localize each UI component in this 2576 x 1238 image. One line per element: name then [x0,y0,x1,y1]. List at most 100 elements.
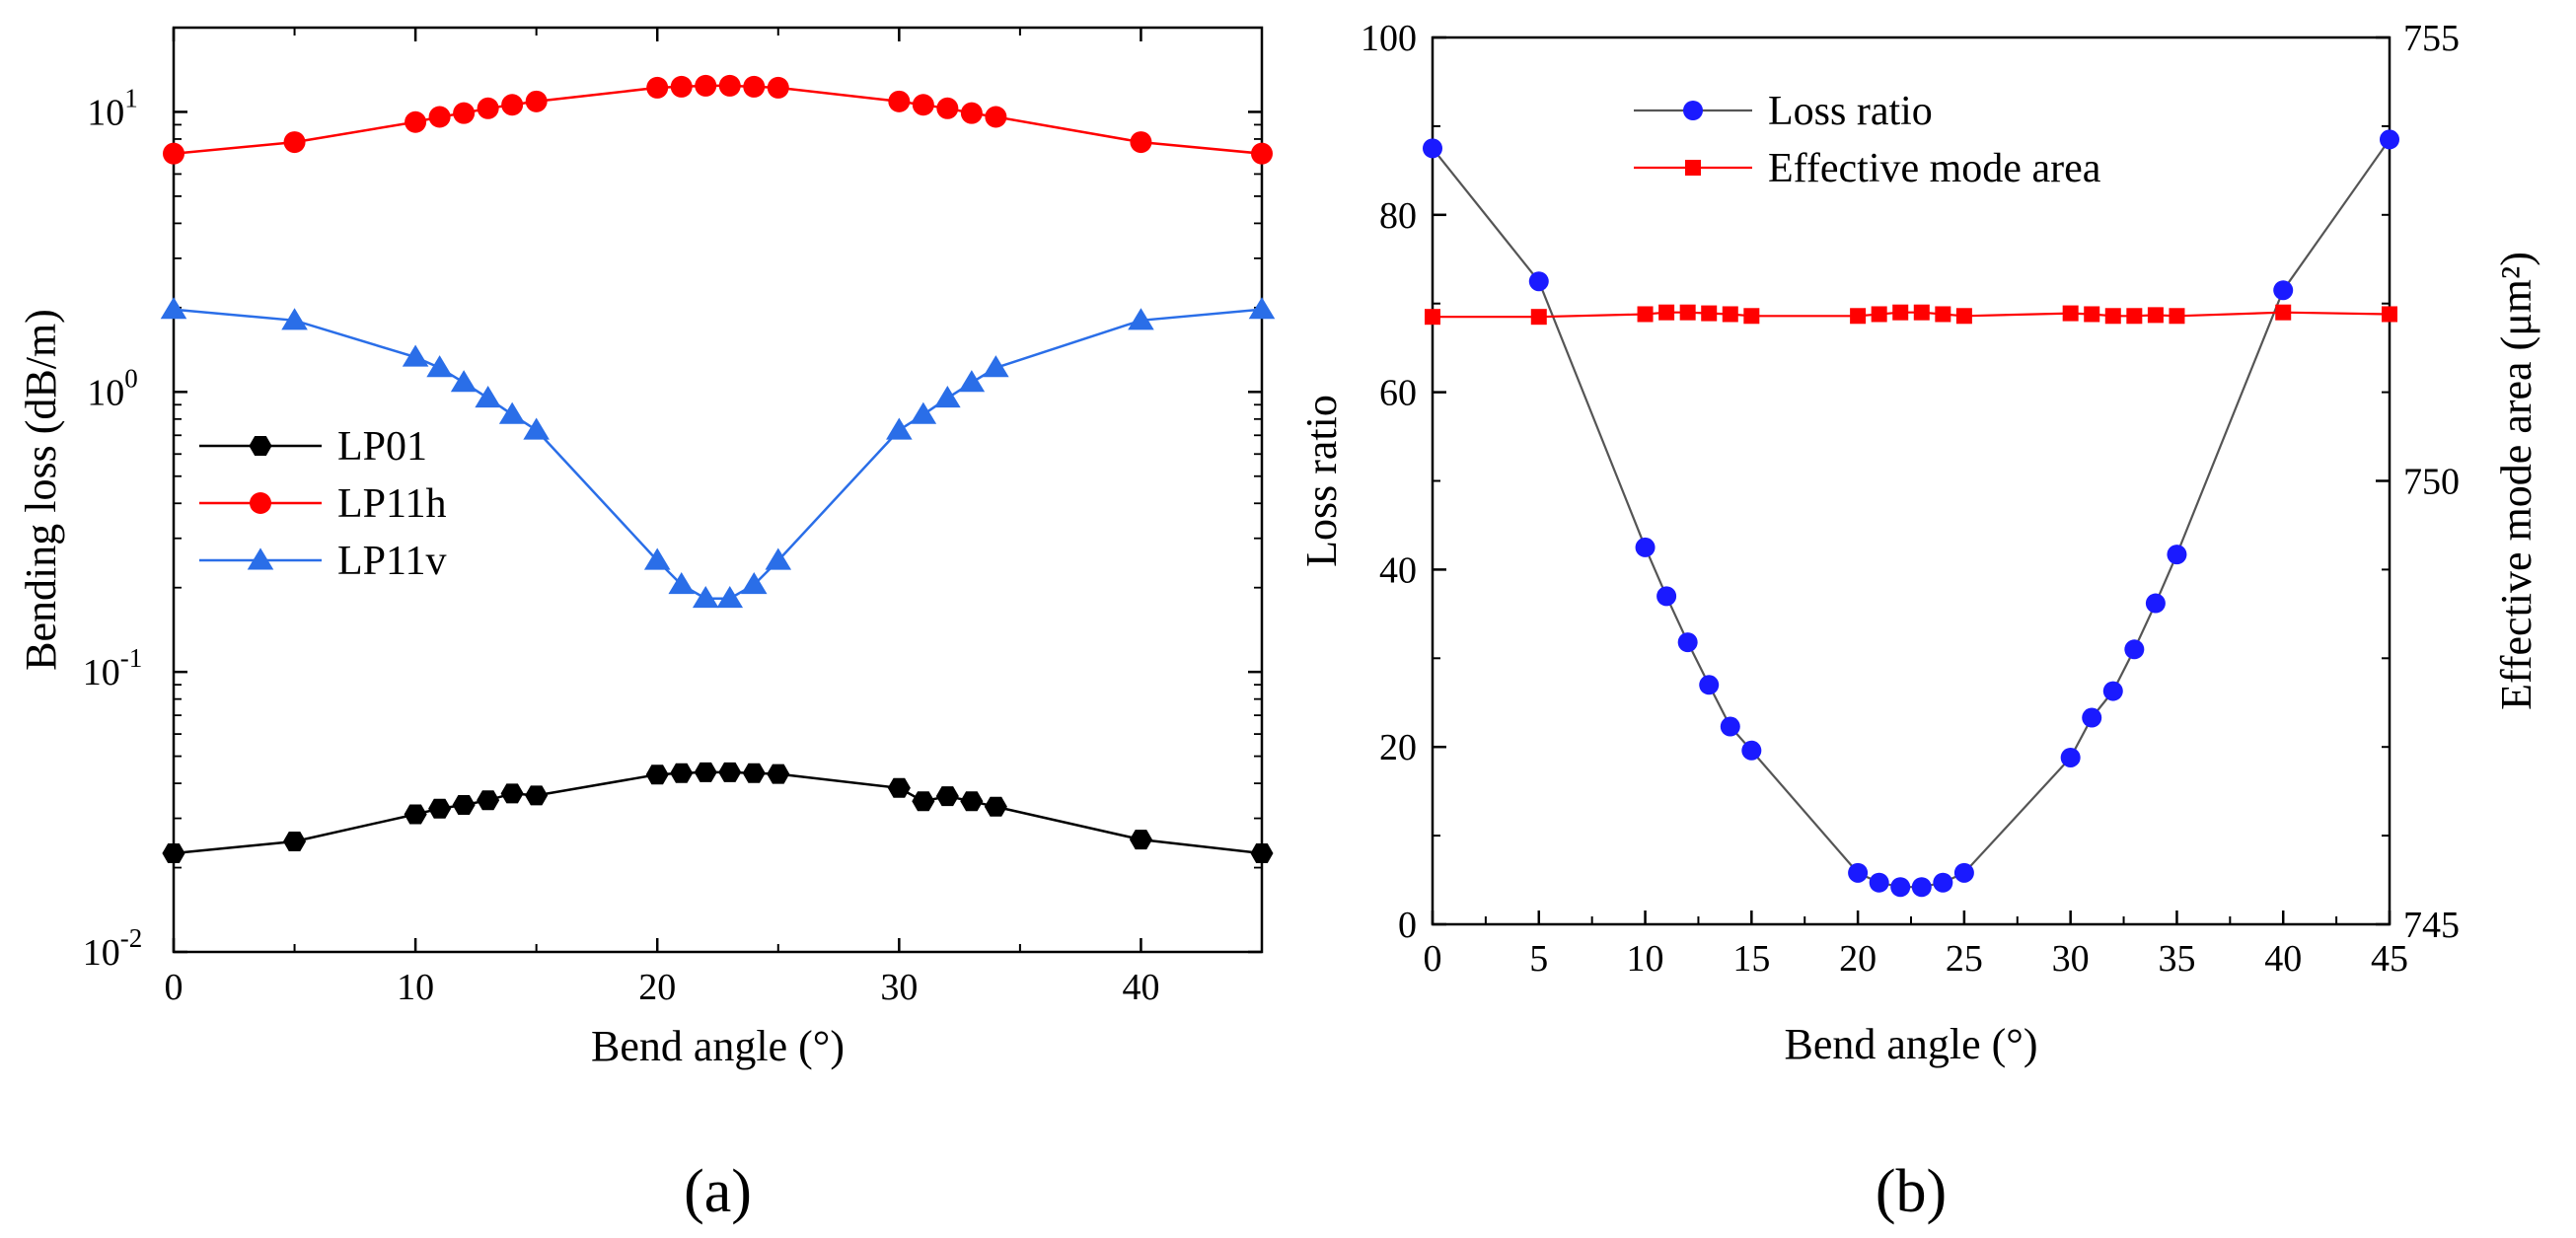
y-tick-label-b: 20 [1379,727,1417,768]
data-point-effective-mode-area [1871,306,1887,323]
y-tick-label-exponent: -2 [120,923,143,953]
y-tick-label-b: 80 [1379,195,1417,237]
data-point-lp11h [718,74,741,97]
data-point-loss-ratio [1953,862,1974,883]
x-tick-label-b: 5 [1529,938,1548,980]
data-point-lp11h [405,110,427,133]
data-point-lp11v [910,401,937,424]
data-point-lp11v [402,344,429,367]
data-point-lp11v [450,370,478,393]
data-point-lp11h [743,75,766,98]
data-point-lp11v [1128,308,1154,330]
data-point-lp11h [936,97,959,119]
legend-marker-lp11h [250,492,271,514]
data-point-loss-ratio [1656,586,1677,607]
data-point-effective-mode-area [1530,309,1547,326]
data-point-lp11h [428,106,451,128]
data-point-lp11h [283,131,306,154]
y-tick-label-a: 10-1 [83,643,143,693]
x-tick-label-b: 0 [1424,938,1442,980]
data-point-loss-ratio [1528,271,1549,292]
data-point-loss-ratio [2102,681,2123,701]
data-point-lp11h [1130,131,1152,154]
data-point-lp11h [525,90,548,112]
data-point-loss-ratio [2145,593,2166,614]
data-point-lp11v [160,297,187,320]
data-point-effective-mode-area [2169,308,2185,325]
y-tick-label-base: 10 [83,652,120,693]
data-point-loss-ratio [1848,862,1869,883]
data-point-lp01 [162,843,185,863]
x-tick-label-a: 20 [638,967,676,1008]
data-point-lp01 [912,791,935,812]
data-point-lp11h [670,75,693,98]
data-point-loss-ratio [1911,877,1932,898]
data-point-lp01 [694,762,717,782]
panel-label-b: (b) [1876,1158,1947,1225]
data-point-effective-mode-area [1637,306,1654,323]
data-point-lp01 [500,783,524,804]
data-point-lp01 [525,785,549,806]
data-point-lp11v [983,355,1009,378]
data-point-lp01 [718,762,742,782]
legend-label-lp11v: LP11v [337,539,446,584]
plot-frame-a [172,26,1264,954]
data-point-lp11v [958,370,986,393]
x-tick-label-b: 35 [2158,938,2195,980]
data-point-loss-ratio [1720,716,1740,737]
data-point-lp11v [740,572,768,595]
x-tick-label-a: 30 [880,967,918,1008]
y-tick-label-exponent: -1 [120,643,143,673]
data-point-lp11v [475,385,501,408]
data-point-effective-mode-area [1722,306,1738,323]
data-point-lp11v [668,572,696,595]
data-point-effective-mode-area [2104,308,2121,325]
y-tick-label-exponent: 1 [124,83,138,112]
y-axis-label-a: Bending loss (dB/m) [17,309,65,671]
y-tick-label-b: 40 [1379,549,1417,591]
data-point-lp01 [984,796,1007,817]
data-point-effective-mode-area [1955,308,1972,325]
y-axis-label-b: Loss ratio [1297,395,1346,567]
data-point-lp11h [767,76,789,99]
data-point-loss-ratio [2124,639,2145,660]
data-point-lp01 [404,804,427,825]
x-tick-label-b: 25 [1946,938,1983,980]
data-point-loss-ratio [1890,877,1911,898]
data-point-effective-mode-area [2382,306,2397,323]
legend-marker-effective-mode-area [1685,160,1701,176]
data-point-effective-mode-area [1679,304,1696,321]
data-point-lp11v [765,547,792,570]
data-point-lp11h [912,94,934,116]
legend-marker-loss-ratio [1683,101,1703,120]
data-point-lp01 [670,763,694,783]
y2-tick-label-b: 745 [2403,905,2460,946]
data-point-loss-ratio [2082,707,2102,728]
data-point-lp11v [886,417,913,440]
data-point-loss-ratio [2273,280,2294,301]
data-point-lp01 [960,791,984,812]
data-point-lp01 [767,764,790,784]
y-tick-label-b: 100 [1361,18,1417,59]
data-point-loss-ratio [2380,129,2399,150]
data-point-lp11v [498,401,526,424]
y-tick-label-a: 10-2 [83,923,143,974]
data-point-lp11v [934,385,961,408]
data-point-effective-mode-area [1425,309,1440,326]
data-point-lp11h [1251,142,1273,165]
data-point-lp11v [1248,297,1276,320]
y-tick-label-a: 101 [87,83,138,133]
y2-tick-label-b: 750 [2403,462,2460,503]
data-point-loss-ratio [1677,632,1698,653]
data-point-loss-ratio [1741,740,1762,761]
y2-tick-label-b: 755 [2403,18,2460,59]
x-tick-label-b: 10 [1627,938,1664,980]
y-tick-label-exponent: 0 [124,363,138,393]
data-point-loss-ratio [1423,138,1442,159]
data-point-loss-ratio [2060,747,2081,767]
data-point-effective-mode-area [1658,304,1675,321]
y-tick-label-base: 10 [83,932,120,974]
